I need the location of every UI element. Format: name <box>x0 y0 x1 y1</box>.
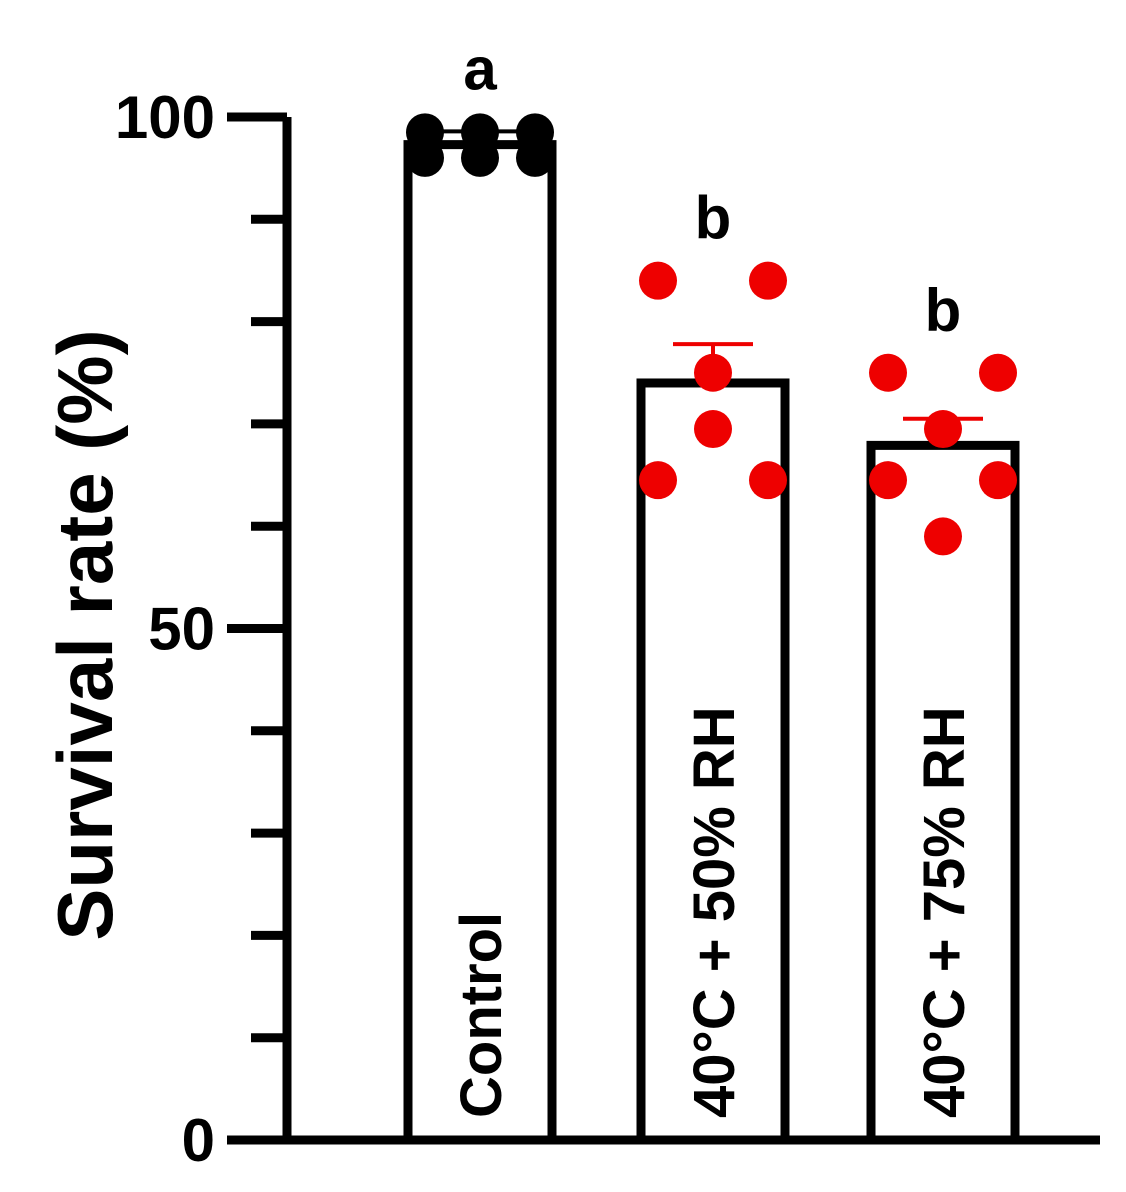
plot-area: a b b Control 40°C + 50% RH 40°C + 75% RH 0 50 1… <box>115 35 1100 1174</box>
y-tick-label: 0 <box>182 1107 215 1174</box>
category-label-2: 40°C + 50% RH <box>682 706 747 1118</box>
significance-letter-1: a <box>463 35 497 102</box>
data-point-2-4 <box>694 410 732 449</box>
data-point-1-5 <box>461 113 499 152</box>
data-point-3-6 <box>979 461 1017 500</box>
category-label-3: 40°C + 75% RH <box>912 706 977 1118</box>
y-tick-label: 100 <box>115 84 215 151</box>
bar-1 <box>403 140 557 1145</box>
data-point-2-5 <box>639 461 677 500</box>
significance-letter-3: b <box>925 277 962 344</box>
data-point-1-4 <box>406 113 444 152</box>
y-tick-label: 50 <box>148 596 215 663</box>
data-point-2-2 <box>639 261 677 300</box>
data-point-3-2 <box>869 353 907 392</box>
category-label-1: Control <box>449 912 514 1118</box>
data-point-3-5 <box>869 461 907 500</box>
data-point-2-6 <box>749 461 787 500</box>
data-point-2-1 <box>694 353 732 392</box>
y-axis-title: Survival rate (%) <box>41 329 129 940</box>
significance-letter-2: b <box>695 185 732 252</box>
data-point-3-3 <box>979 353 1017 392</box>
data-point-3-4 <box>924 410 962 449</box>
data-point-1-6 <box>516 113 554 152</box>
data-point-2-3 <box>749 261 787 300</box>
data-point-3-1 <box>924 517 962 556</box>
